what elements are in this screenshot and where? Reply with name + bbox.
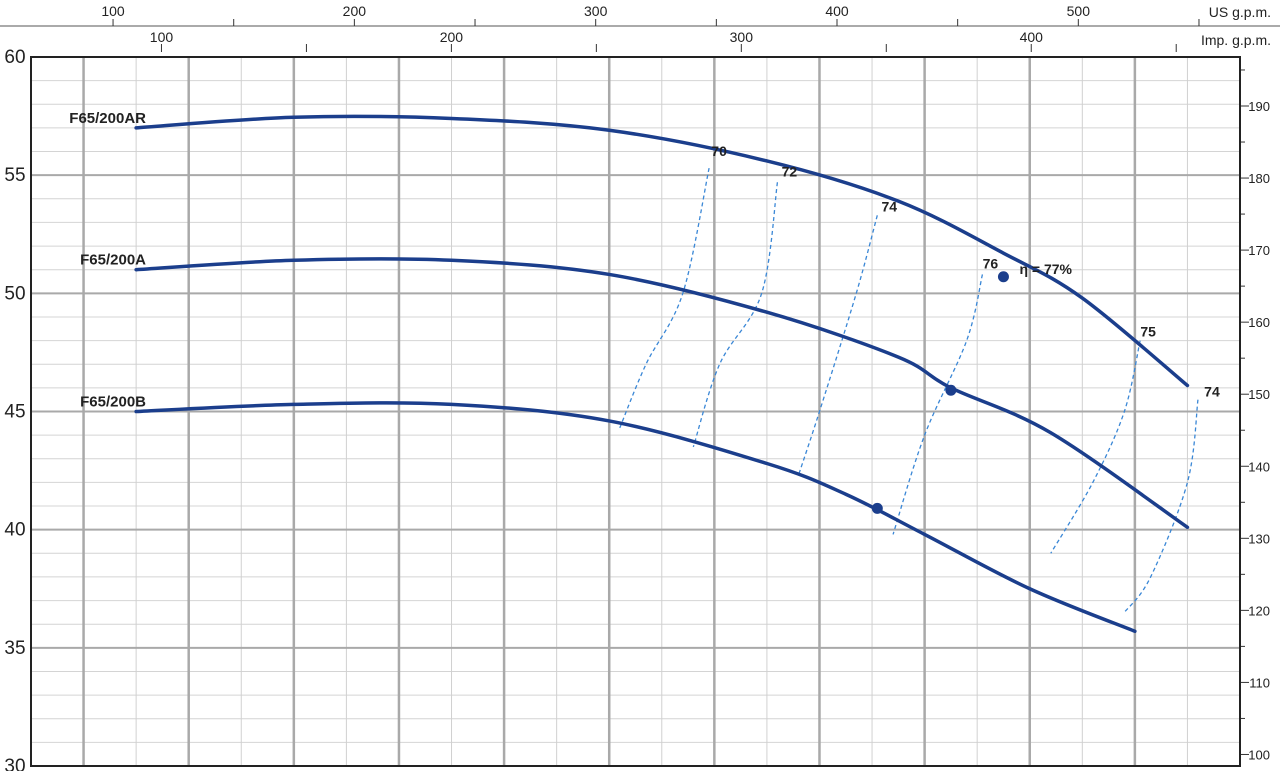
right-tick-label: 170 — [1248, 243, 1270, 258]
us-gpm-tick-label: 400 — [825, 3, 849, 19]
efficiency-curve-74 — [797, 215, 878, 476]
series-label: F65/200A — [80, 252, 146, 269]
series-label: F65/200B — [80, 394, 146, 411]
imp-gpm-tick-label: 200 — [440, 29, 464, 45]
imp-gpm-tick-label: 100 — [150, 29, 174, 45]
efficiency-curve-75 — [1050, 340, 1141, 554]
right-tick-label: 150 — [1248, 387, 1270, 402]
right-tick-label: 190 — [1248, 99, 1270, 114]
efficiency-label: 70 — [711, 143, 727, 159]
best-efficiency-point — [945, 384, 957, 396]
us-gpm-tick-label: 100 — [101, 3, 125, 19]
plot-frame — [30, 56, 1241, 767]
right-tick-label: 100 — [1248, 747, 1270, 762]
imp-gpm-tick-label: 400 — [1020, 29, 1044, 45]
left-tick-label: 45 — [4, 402, 25, 423]
left-tick-label: 35 — [4, 638, 25, 659]
head-curves — [134, 114, 1190, 634]
efficiency-curve-72 — [692, 182, 779, 448]
efficiency-label: 74 — [882, 198, 898, 214]
right-tick-label: 110 — [1249, 675, 1270, 690]
top-axes: 100 200 300 400 500 100 200 300 400 US g.p.m. Imp.… — [0, 3, 1280, 52]
left-tick-label: 30 — [4, 756, 25, 771]
left-tick-label: 60 — [4, 47, 25, 68]
right-tick-label: 140 — [1248, 459, 1270, 474]
us-gpm-tick-label: 200 — [343, 3, 367, 19]
best-efficiency-point — [997, 271, 1009, 283]
efficiency-label: 75 — [1140, 324, 1156, 340]
us-gpm-tick-label: 500 — [1067, 3, 1091, 19]
right-axis: 100 110 120 130 140 150 160 170 180 190 — [1240, 69, 1270, 762]
left-axis: 30 35 40 45 50 55 60 — [4, 47, 25, 771]
left-tick-label: 40 — [4, 520, 25, 541]
series-line-f65-200ar — [134, 114, 1190, 388]
us-gpm-unit-label: US g.p.m. — [1209, 4, 1271, 20]
series-line-f65-200b — [134, 401, 1137, 634]
efficiency-label: 74 — [1204, 384, 1220, 400]
right-tick-label: 180 — [1248, 171, 1270, 186]
efficiency-label: 76 — [983, 255, 999, 271]
imp-gpm-tick-label: 300 — [730, 29, 754, 45]
right-tick-label: 160 — [1248, 315, 1270, 330]
efficiency-curve-76 — [892, 274, 984, 535]
right-tick-label: 120 — [1248, 603, 1270, 618]
left-tick-label: 55 — [4, 165, 25, 186]
best-efficiency-point — [871, 502, 883, 514]
imp-gpm-unit-label: Imp. g.p.m. — [1201, 32, 1271, 48]
right-tick-label: 130 — [1248, 531, 1270, 546]
left-tick-label: 50 — [4, 283, 25, 304]
efficiency-curve-74 — [1123, 399, 1199, 613]
efficiency-label: 72 — [782, 163, 798, 179]
efficiency-curves — [619, 167, 1199, 613]
efficiency-label: η = 77% — [1019, 261, 1072, 277]
series-label: F65/200AR — [69, 110, 146, 127]
efficiency-curve-70 — [619, 167, 710, 429]
major-grid — [31, 56, 1240, 767]
chart-labels: F65/200AR F65/200A F65/200B 70 72 74 76 η = 77%… — [69, 110, 1220, 411]
series-line-f65-200a — [134, 257, 1190, 530]
us-gpm-tick-label: 300 — [584, 3, 608, 19]
